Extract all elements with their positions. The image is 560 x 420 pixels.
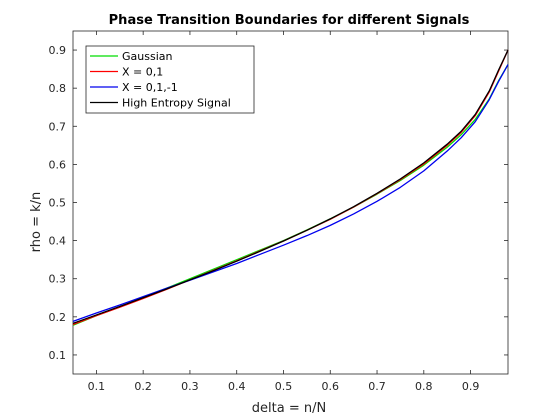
legend-label-2: X = 0,1 bbox=[122, 66, 163, 79]
legend-label-1: Gaussian bbox=[122, 50, 172, 63]
x-tick-label: 0.5 bbox=[275, 380, 293, 393]
x-tick-label: 0.1 bbox=[88, 380, 106, 393]
legend-label-3: X = 0,1,-1 bbox=[122, 81, 178, 94]
y-tick-label: 0.6 bbox=[49, 158, 67, 171]
x-axis-label: delta = n/N bbox=[252, 401, 326, 416]
series-line-4 bbox=[72, 49, 509, 324]
x-tick-label: 0.9 bbox=[462, 380, 480, 393]
legend-box bbox=[85, 45, 255, 114]
x-tick-label: 0.2 bbox=[134, 380, 152, 393]
x-tick-label: 0.3 bbox=[181, 380, 199, 393]
series-line-3 bbox=[72, 64, 509, 323]
y-tick-label: 0.1 bbox=[49, 349, 67, 362]
x-tick-label: 0.8 bbox=[415, 380, 433, 393]
y-tick-label: 0.4 bbox=[49, 235, 67, 248]
y-axis-label: rho = k/n bbox=[29, 192, 44, 253]
y-tick-label: 0.3 bbox=[49, 273, 67, 286]
y-tick-label: 0.2 bbox=[49, 311, 67, 324]
y-tick-label: 0.7 bbox=[49, 120, 67, 133]
x-tick-label: 0.4 bbox=[228, 380, 246, 393]
y-tick-label: 0.8 bbox=[49, 82, 67, 95]
chart-title: Phase Transition Boundaries for differen… bbox=[109, 13, 470, 28]
legend-label-4: High Entropy Signal bbox=[122, 97, 231, 110]
x-tick-label: 0.6 bbox=[322, 380, 340, 393]
y-tick-label: 0.5 bbox=[49, 197, 67, 210]
x-tick-label: 0.7 bbox=[368, 380, 386, 393]
plot-area: 0.1 0.2 0.3 0.4 0.5 0.6 0.7 0.8 0.9 0.1 0.2 0.3 0.4 0… bbox=[49, 30, 509, 393]
y-tick-label: 0.9 bbox=[49, 44, 67, 57]
